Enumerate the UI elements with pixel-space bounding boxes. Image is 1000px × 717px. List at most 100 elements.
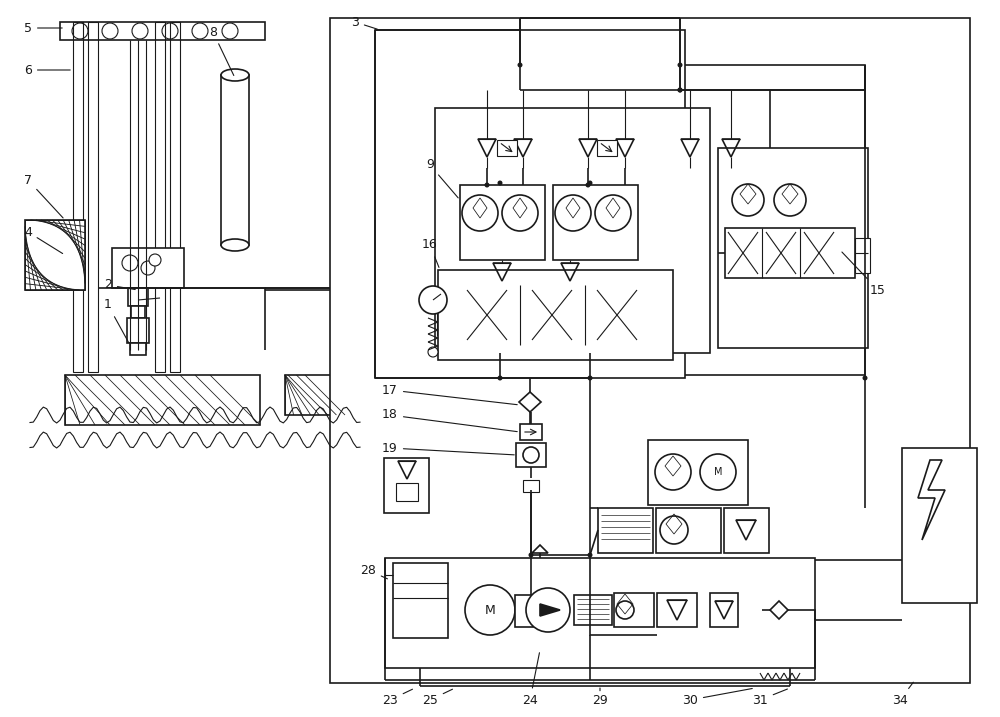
Circle shape — [588, 181, 592, 186]
Bar — [330, 18, 970, 683]
Bar — [155, 22, 165, 372]
Text: 23: 23 — [382, 689, 412, 706]
Bar — [127, 318, 149, 343]
Bar — [520, 424, 542, 440]
Bar — [598, 508, 653, 553]
Text: 31: 31 — [752, 689, 787, 706]
Bar — [523, 480, 539, 492]
Bar — [73, 22, 83, 372]
Circle shape — [498, 181, 503, 186]
Circle shape — [484, 183, 490, 188]
Bar — [438, 270, 673, 360]
Bar — [855, 238, 870, 273]
Text: 8: 8 — [209, 26, 234, 75]
Circle shape — [555, 195, 591, 231]
Bar — [384, 458, 429, 513]
Polygon shape — [540, 604, 560, 616]
Text: 30: 30 — [682, 688, 752, 706]
Bar — [516, 443, 546, 467]
Text: 28: 28 — [360, 564, 387, 579]
Circle shape — [428, 347, 438, 357]
Bar — [437, 295, 455, 335]
Text: M: M — [485, 604, 495, 617]
Text: 3: 3 — [351, 16, 377, 29]
Circle shape — [122, 255, 138, 271]
Bar — [385, 558, 815, 668]
Text: 29: 29 — [592, 688, 608, 706]
Circle shape — [588, 376, 592, 381]
Circle shape — [660, 516, 688, 544]
Bar — [718, 148, 868, 348]
Bar — [710, 593, 738, 627]
Bar — [128, 288, 148, 306]
Circle shape — [586, 183, 590, 188]
Circle shape — [678, 87, 682, 92]
Bar — [131, 306, 145, 318]
Bar — [656, 508, 721, 553]
Text: 4: 4 — [24, 226, 63, 254]
Bar — [435, 108, 710, 353]
Circle shape — [132, 23, 148, 39]
Text: 19: 19 — [382, 442, 514, 455]
Circle shape — [498, 376, 503, 381]
Circle shape — [588, 553, 592, 558]
Ellipse shape — [221, 69, 249, 81]
Circle shape — [162, 23, 178, 39]
Text: 1: 1 — [104, 298, 129, 343]
Bar — [65, 375, 260, 425]
Bar — [393, 563, 448, 638]
Text: 24: 24 — [522, 652, 539, 706]
Bar — [60, 22, 265, 40]
Polygon shape — [532, 545, 548, 553]
Circle shape — [523, 447, 539, 463]
Ellipse shape — [221, 239, 249, 251]
Bar — [375, 30, 685, 378]
Bar — [112, 248, 184, 288]
Circle shape — [72, 23, 88, 39]
Text: M: M — [714, 467, 722, 477]
Circle shape — [149, 254, 161, 266]
Text: 9: 9 — [426, 158, 458, 198]
Circle shape — [102, 23, 118, 39]
Bar — [725, 228, 855, 278]
Bar — [902, 448, 977, 603]
Bar — [597, 140, 617, 156]
Circle shape — [862, 376, 868, 381]
Bar — [650, 295, 668, 335]
Circle shape — [526, 588, 570, 632]
Bar — [657, 593, 697, 627]
Bar — [130, 343, 146, 355]
Bar — [285, 375, 345, 415]
Circle shape — [595, 195, 631, 231]
Circle shape — [419, 286, 447, 314]
Text: 34: 34 — [892, 682, 913, 706]
Circle shape — [222, 23, 238, 39]
Text: 16: 16 — [422, 239, 439, 267]
Circle shape — [192, 23, 208, 39]
Bar — [221, 75, 249, 245]
Bar — [88, 22, 98, 372]
Bar — [648, 440, 748, 505]
Circle shape — [774, 184, 806, 216]
Circle shape — [678, 87, 682, 92]
Circle shape — [465, 585, 515, 635]
Text: 2: 2 — [104, 278, 135, 292]
Bar — [574, 595, 612, 625]
Polygon shape — [519, 392, 541, 412]
Text: 7: 7 — [24, 174, 63, 218]
Text: 5: 5 — [24, 22, 62, 34]
Bar — [460, 185, 545, 260]
Circle shape — [616, 601, 634, 619]
Circle shape — [518, 62, 522, 67]
Bar — [396, 483, 418, 501]
Circle shape — [655, 454, 691, 490]
Bar — [455, 285, 650, 345]
Circle shape — [732, 184, 764, 216]
Bar — [553, 185, 638, 260]
Bar — [515, 595, 533, 627]
Polygon shape — [770, 601, 788, 619]
Circle shape — [462, 195, 498, 231]
Text: 25: 25 — [422, 689, 452, 706]
Text: 6: 6 — [24, 64, 70, 77]
Circle shape — [678, 62, 682, 67]
